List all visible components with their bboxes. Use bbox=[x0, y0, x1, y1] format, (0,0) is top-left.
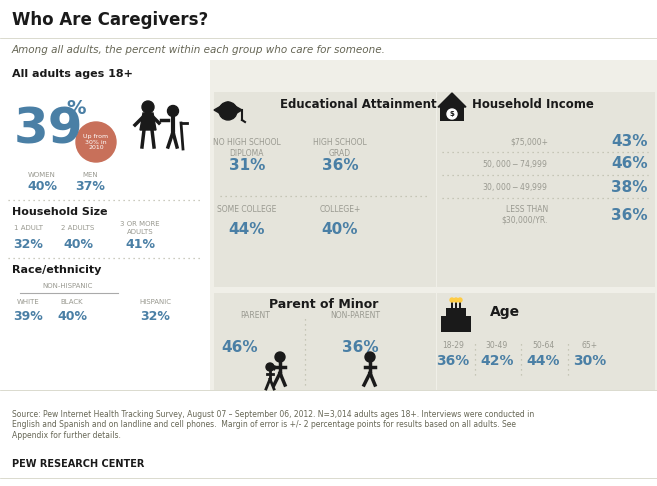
Text: 50-64: 50-64 bbox=[532, 342, 554, 350]
Text: NON-HISPANIC: NON-HISPANIC bbox=[43, 283, 93, 289]
Text: 39%: 39% bbox=[13, 310, 43, 323]
Text: SOME COLLEGE: SOME COLLEGE bbox=[217, 206, 277, 214]
Bar bbox=[0, 0, 657, 38]
Text: 18-29: 18-29 bbox=[442, 342, 464, 350]
Text: %: % bbox=[66, 99, 85, 118]
Text: 44%: 44% bbox=[229, 223, 265, 238]
Text: Household Income: Household Income bbox=[472, 99, 594, 111]
Circle shape bbox=[275, 352, 285, 362]
Bar bbox=[437, 293, 655, 390]
Polygon shape bbox=[438, 93, 466, 107]
Bar bbox=[440, 107, 464, 121]
Text: 37%: 37% bbox=[75, 180, 105, 193]
Text: 42%: 42% bbox=[480, 354, 514, 368]
Text: $50,000-$74,999: $50,000-$74,999 bbox=[482, 158, 548, 170]
Text: 38%: 38% bbox=[612, 179, 648, 194]
Text: HIGH SCHOOL
GRAD: HIGH SCHOOL GRAD bbox=[313, 139, 367, 157]
Text: 46%: 46% bbox=[612, 156, 648, 172]
Bar bbox=[459, 301, 461, 308]
Text: Who Are Caregivers?: Who Are Caregivers? bbox=[12, 11, 208, 29]
Text: 39: 39 bbox=[14, 106, 83, 154]
Text: Age: Age bbox=[490, 305, 520, 319]
Polygon shape bbox=[214, 102, 242, 118]
Bar bbox=[451, 301, 453, 308]
Text: MEN: MEN bbox=[82, 172, 98, 178]
Text: $75,000+: $75,000+ bbox=[510, 138, 548, 146]
Text: 36%: 36% bbox=[436, 354, 470, 368]
Bar bbox=[455, 301, 457, 308]
Text: 1 ADULT: 1 ADULT bbox=[14, 225, 43, 231]
Text: NON-PARENT: NON-PARENT bbox=[330, 312, 380, 320]
Bar bbox=[0, 390, 657, 486]
Text: Among all adults, the percent within each group who care for someone.: Among all adults, the percent within eac… bbox=[12, 45, 386, 55]
Text: 44%: 44% bbox=[526, 354, 560, 368]
Circle shape bbox=[458, 298, 462, 302]
Text: Race/ethnicity: Race/ethnicity bbox=[12, 265, 101, 275]
Text: 36%: 36% bbox=[612, 208, 648, 223]
Text: 41%: 41% bbox=[125, 238, 155, 250]
Text: 30-49: 30-49 bbox=[486, 342, 508, 350]
Circle shape bbox=[76, 122, 116, 162]
Text: 32%: 32% bbox=[13, 238, 43, 250]
Text: COLLEGE+: COLLEGE+ bbox=[319, 206, 361, 214]
Circle shape bbox=[447, 109, 457, 119]
Circle shape bbox=[168, 105, 179, 117]
Text: Educational Attainment: Educational Attainment bbox=[280, 99, 437, 111]
Text: Source: Pew Internet Health Tracking Survey, August 07 – September 06, 2012. N=3: Source: Pew Internet Health Tracking Sur… bbox=[12, 410, 534, 440]
Circle shape bbox=[142, 101, 154, 113]
Text: 40%: 40% bbox=[63, 238, 93, 250]
Text: WOMEN: WOMEN bbox=[28, 172, 56, 178]
Text: Household Size: Household Size bbox=[12, 207, 108, 217]
Text: $: $ bbox=[449, 111, 455, 117]
Text: PARENT: PARENT bbox=[240, 312, 270, 320]
Bar bbox=[437, 92, 655, 287]
Text: 3 OR MORE
ADULTS: 3 OR MORE ADULTS bbox=[120, 222, 160, 235]
Circle shape bbox=[365, 352, 375, 362]
Bar bbox=[0, 38, 657, 60]
Polygon shape bbox=[140, 113, 156, 130]
Text: Parent of Minor: Parent of Minor bbox=[269, 297, 378, 311]
Text: 46%: 46% bbox=[221, 341, 258, 355]
Text: $30,000-$49,999: $30,000-$49,999 bbox=[482, 181, 548, 193]
Text: 32%: 32% bbox=[140, 310, 170, 323]
Circle shape bbox=[219, 102, 237, 120]
Text: WHITE: WHITE bbox=[16, 299, 39, 305]
Bar bbox=[441, 316, 471, 332]
Text: LESS THAN
$30,000/YR.: LESS THAN $30,000/YR. bbox=[502, 205, 548, 225]
Text: 31%: 31% bbox=[229, 158, 265, 174]
Text: PEW RESEARCH CENTER: PEW RESEARCH CENTER bbox=[12, 459, 145, 469]
Text: 30%: 30% bbox=[574, 354, 606, 368]
Bar bbox=[0, 60, 210, 390]
Text: Up from
30% in
2010: Up from 30% in 2010 bbox=[83, 134, 108, 150]
Circle shape bbox=[450, 298, 454, 302]
Text: NO HIGH SCHOOL
DIPLOMA: NO HIGH SCHOOL DIPLOMA bbox=[213, 139, 281, 157]
Circle shape bbox=[266, 363, 274, 371]
Bar bbox=[446, 308, 466, 316]
Bar bbox=[214, 293, 436, 390]
Bar bbox=[214, 92, 436, 287]
Text: 40%: 40% bbox=[27, 180, 57, 193]
Text: BLACK: BLACK bbox=[60, 299, 83, 305]
Text: 2 ADULTS: 2 ADULTS bbox=[61, 225, 95, 231]
Circle shape bbox=[454, 298, 458, 302]
Text: 40%: 40% bbox=[322, 223, 358, 238]
Text: 36%: 36% bbox=[322, 158, 358, 174]
Text: 43%: 43% bbox=[612, 135, 648, 150]
Text: 36%: 36% bbox=[342, 341, 378, 355]
Text: HISPANIC: HISPANIC bbox=[139, 299, 171, 305]
Text: 65+: 65+ bbox=[582, 342, 598, 350]
Text: All adults ages 18+: All adults ages 18+ bbox=[12, 69, 133, 79]
Text: 40%: 40% bbox=[57, 310, 87, 323]
